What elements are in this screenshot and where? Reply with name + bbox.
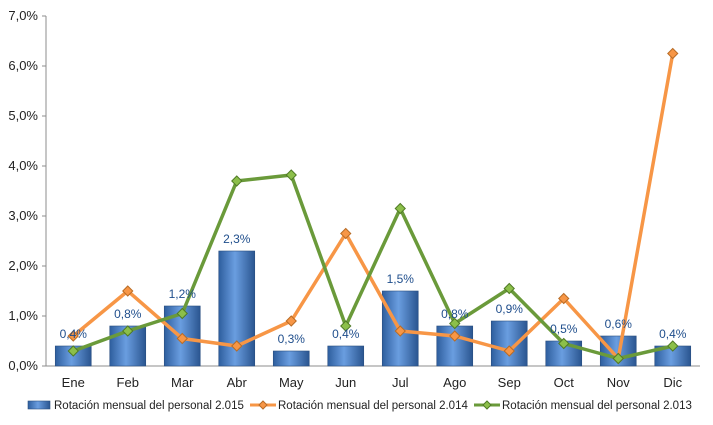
legend-swatch-marker	[482, 400, 492, 410]
y-tick-label: 7,0%	[8, 8, 38, 23]
data-label-2015: 0,8%	[441, 307, 469, 321]
data-label-2015: 0,9%	[496, 302, 524, 316]
point-2013	[449, 317, 461, 330]
point-2013	[558, 337, 570, 350]
legend-label: Rotación mensual del personal 2.015	[54, 400, 244, 412]
x-tick-label: Jul	[392, 375, 409, 390]
point-2014	[231, 340, 243, 352]
y-tick-label: 3,0%	[8, 208, 38, 223]
data-label-2015: 0,4%	[332, 327, 360, 341]
legend-item-1: Rotación mensual del personal 2.014	[250, 400, 468, 412]
x-tick-label: Dic	[663, 375, 682, 390]
bar-2015	[327, 345, 365, 367]
y-tick-label: 5,0%	[8, 108, 38, 123]
legend-label: Rotación mensual del personal 2.013	[502, 400, 692, 412]
point-2014	[503, 345, 515, 357]
point-2013	[176, 307, 188, 320]
point-2013	[340, 320, 352, 332]
bar-2015	[272, 350, 310, 367]
x-tick-label: Mar	[171, 375, 194, 390]
data-label-2015: 0,6%	[605, 317, 633, 331]
legend-label: Rotación mensual del personal 2.014	[278, 400, 468, 412]
x-tick-label: Sep	[498, 375, 521, 390]
point-2014	[340, 227, 352, 240]
data-label-2015: 0,3%	[278, 332, 306, 346]
x-tick-label: Nov	[607, 375, 631, 390]
point-2014	[285, 315, 297, 327]
data-label-2015: 2,3%	[223, 232, 251, 246]
point-2013	[122, 325, 134, 337]
point-2014	[394, 325, 406, 337]
point-2013	[231, 175, 243, 187]
point-2014	[122, 285, 134, 297]
x-tick-label: May	[279, 375, 304, 390]
point-2014	[558, 292, 570, 305]
data-label-2015: 0,4%	[60, 327, 88, 341]
point-2014	[176, 332, 188, 345]
point-2014	[449, 330, 461, 342]
data-label-2015: 1,2%	[169, 287, 197, 301]
data-label-2015: 0,5%	[550, 322, 578, 336]
x-tick-label: Oct	[554, 375, 575, 390]
x-tick-label: Ago	[443, 375, 466, 390]
point-2013	[67, 345, 79, 357]
point-2014	[67, 330, 79, 342]
legend-swatch-marker	[258, 400, 268, 410]
legend-item-0: Rotación mensual del personal 2.015	[27, 400, 244, 412]
y-tick-label: 2,0%	[8, 258, 38, 273]
y-tick-label: 4,0%	[8, 158, 38, 173]
point-2013	[612, 352, 624, 365]
data-label-2015: 1,5%	[387, 272, 415, 286]
point-2013	[285, 169, 297, 181]
legend-swatch-bar	[27, 400, 51, 410]
legend-item-2: Rotación mensual del personal 2.013	[474, 400, 692, 412]
point-2013	[503, 282, 515, 295]
point-2014	[667, 47, 679, 60]
y-tick-label: 6,0%	[8, 58, 38, 73]
y-tick-label: 0,0%	[8, 358, 38, 373]
data-label-2015: 0,8%	[114, 307, 142, 321]
line-2014	[71, 51, 675, 361]
line-2013	[71, 173, 675, 361]
bar-2015	[490, 320, 528, 367]
x-tick-label: Abr	[227, 375, 248, 390]
x-tick-label: Ene	[62, 375, 85, 390]
data-label-2015: 0,4%	[659, 327, 687, 341]
y-tick-label: 1,0%	[8, 308, 38, 323]
x-tick-label: Jun	[335, 375, 356, 390]
point-2013	[394, 202, 406, 215]
point-2013	[667, 340, 679, 352]
x-tick-label: Feb	[117, 375, 139, 390]
